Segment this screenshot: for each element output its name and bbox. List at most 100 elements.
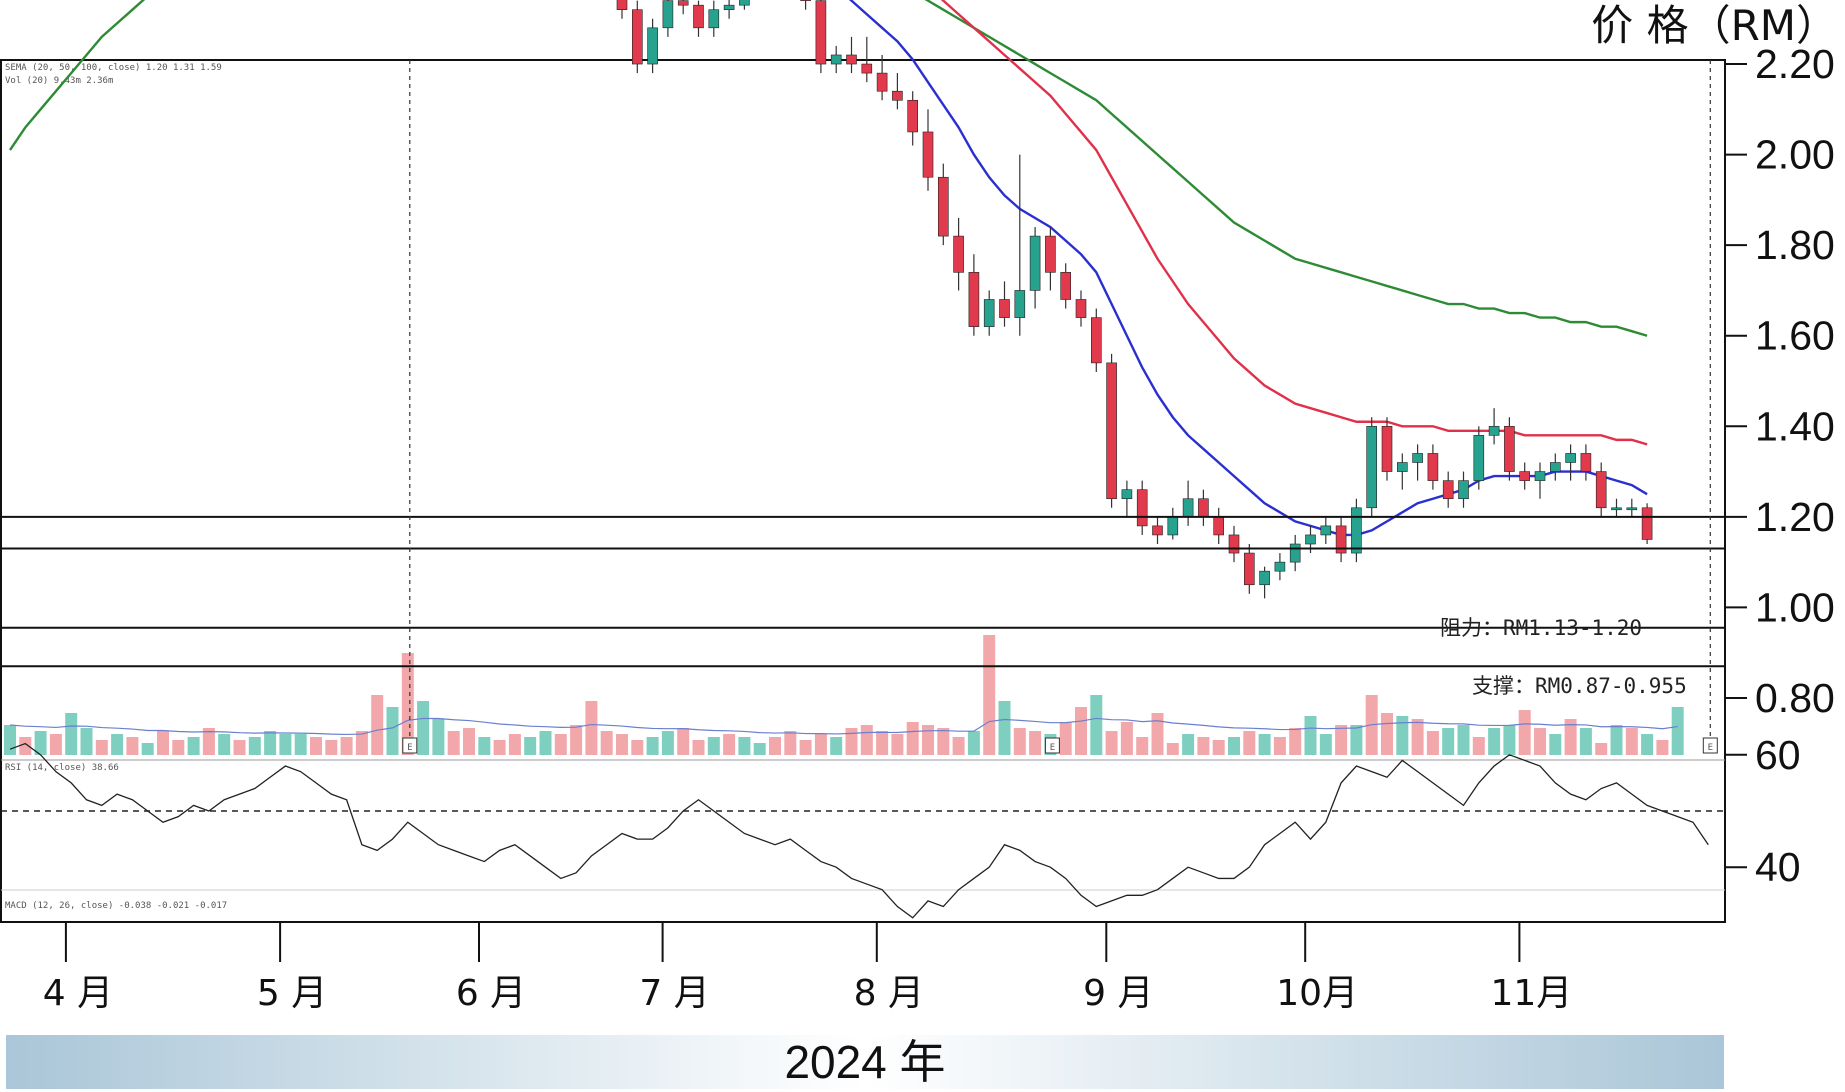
volume-bar bbox=[539, 731, 552, 755]
candle-up bbox=[1182, 498, 1194, 518]
candle-down bbox=[968, 272, 980, 327]
price-tick-label: 1.60 bbox=[1755, 313, 1835, 359]
volume-bar bbox=[1641, 734, 1654, 755]
candle-down bbox=[693, 4, 704, 29]
candle-up bbox=[662, 0, 674, 29]
price-axis: 3.403.203.002.802.602.402.202.001.801.60… bbox=[1725, 41, 1835, 890]
candle-up bbox=[1305, 534, 1316, 545]
volume-bar bbox=[1212, 740, 1225, 755]
candle-up bbox=[739, 0, 750, 6]
candle-down bbox=[846, 54, 857, 65]
volume-bar bbox=[1396, 716, 1409, 755]
volume-bar bbox=[1029, 731, 1042, 755]
volume-bar bbox=[845, 728, 858, 755]
volume-bar bbox=[141, 743, 154, 755]
volume-bar bbox=[707, 737, 720, 755]
volume-bar bbox=[1151, 713, 1164, 755]
volume-bar bbox=[325, 740, 338, 755]
volume-bar bbox=[279, 734, 292, 755]
volume-bar bbox=[65, 713, 78, 755]
month-tick-label: 10月 bbox=[1276, 973, 1358, 1014]
volume-bar bbox=[202, 728, 215, 755]
candle-up bbox=[1366, 425, 1377, 509]
volume-bar bbox=[19, 737, 32, 755]
volume-bar bbox=[1671, 707, 1684, 755]
volume-bar bbox=[1105, 731, 1118, 755]
volume-bar bbox=[4, 725, 16, 755]
month-tick-label: 8 月 bbox=[854, 973, 924, 1014]
candle-down bbox=[922, 131, 934, 178]
candle-up bbox=[723, 4, 735, 11]
candle-up bbox=[1397, 462, 1408, 472]
volume-bar bbox=[126, 737, 139, 755]
month-tick-label: 11月 bbox=[1490, 973, 1572, 1014]
volume-bar bbox=[294, 734, 307, 755]
candle-down bbox=[677, 0, 689, 6]
volume-bar bbox=[1656, 740, 1669, 755]
candle-down bbox=[1091, 317, 1102, 364]
candle-up bbox=[1274, 561, 1286, 572]
candle-down bbox=[1060, 272, 1071, 300]
ema100-line bbox=[9, 0, 1648, 337]
volume-bar bbox=[478, 737, 491, 755]
candle-down bbox=[1335, 525, 1347, 554]
resistance-label: 阻力：RM1.13-1.20 bbox=[1440, 616, 1642, 640]
earnings-marker-label: E bbox=[407, 743, 412, 753]
plot-frame bbox=[0, 59, 1726, 923]
volume-bar bbox=[1457, 725, 1470, 755]
volume-bar bbox=[1579, 728, 1592, 755]
price-tick-label: 2.20 bbox=[1755, 41, 1835, 87]
candle-up bbox=[1534, 471, 1546, 481]
volume-bar bbox=[187, 737, 200, 755]
volume-bar bbox=[753, 743, 766, 755]
candle-up bbox=[708, 9, 720, 29]
candle-up bbox=[1550, 462, 1561, 472]
volume-bar bbox=[1503, 725, 1516, 755]
volume-bar bbox=[922, 725, 934, 755]
candle-down bbox=[1595, 471, 1607, 509]
volume-bar bbox=[355, 731, 368, 755]
candle-up bbox=[1473, 435, 1485, 481]
volume-bar bbox=[585, 701, 598, 755]
candle-up bbox=[1458, 480, 1469, 500]
volume-bar bbox=[34, 731, 47, 755]
volume-bar bbox=[1335, 725, 1348, 755]
candle-down bbox=[937, 176, 949, 237]
volume-bar bbox=[1273, 737, 1286, 755]
volume-bar bbox=[1549, 734, 1562, 755]
candle-down bbox=[1045, 235, 1056, 273]
volume-bar bbox=[111, 734, 124, 755]
volume-bar bbox=[493, 740, 506, 755]
volume-bar bbox=[80, 728, 93, 755]
volume-bar bbox=[723, 734, 736, 755]
volume-bar bbox=[1442, 728, 1455, 755]
volume-bar bbox=[692, 740, 705, 755]
volume-bar bbox=[95, 740, 108, 755]
candle-up bbox=[1351, 507, 1362, 554]
candle-down bbox=[1427, 453, 1439, 481]
volume-bar bbox=[1059, 722, 1072, 755]
candle-up bbox=[1167, 516, 1179, 536]
volume-bar bbox=[677, 728, 690, 755]
rsi-legend: RSI (14, close) 38.66 bbox=[5, 763, 119, 773]
month-tick-label: 5 月 bbox=[257, 973, 327, 1014]
candle-down bbox=[1244, 552, 1255, 586]
price-tick-label: 1.20 bbox=[1755, 494, 1835, 540]
volume-bar bbox=[646, 737, 659, 755]
volume-bar bbox=[983, 635, 996, 755]
volume-bar bbox=[1472, 737, 1485, 755]
month-tick-label: 6 月 bbox=[456, 973, 526, 1014]
volume-bar bbox=[1625, 728, 1638, 755]
candle-up bbox=[1289, 543, 1301, 563]
volume-bar bbox=[937, 728, 950, 755]
earnings-marker-label: E bbox=[1708, 743, 1713, 753]
candle-down bbox=[631, 9, 643, 65]
candle-up bbox=[1259, 570, 1270, 586]
candle-down bbox=[800, 0, 811, 1]
volume-bar bbox=[463, 728, 475, 755]
candle-up bbox=[983, 299, 995, 327]
volume-bar bbox=[264, 731, 277, 755]
volume-bar bbox=[1166, 743, 1179, 755]
month-axis: 4 月 5 月 6 月 7 月 8 月 9 月 10月 11月 bbox=[43, 922, 1572, 1014]
volume-bar bbox=[1518, 710, 1531, 755]
